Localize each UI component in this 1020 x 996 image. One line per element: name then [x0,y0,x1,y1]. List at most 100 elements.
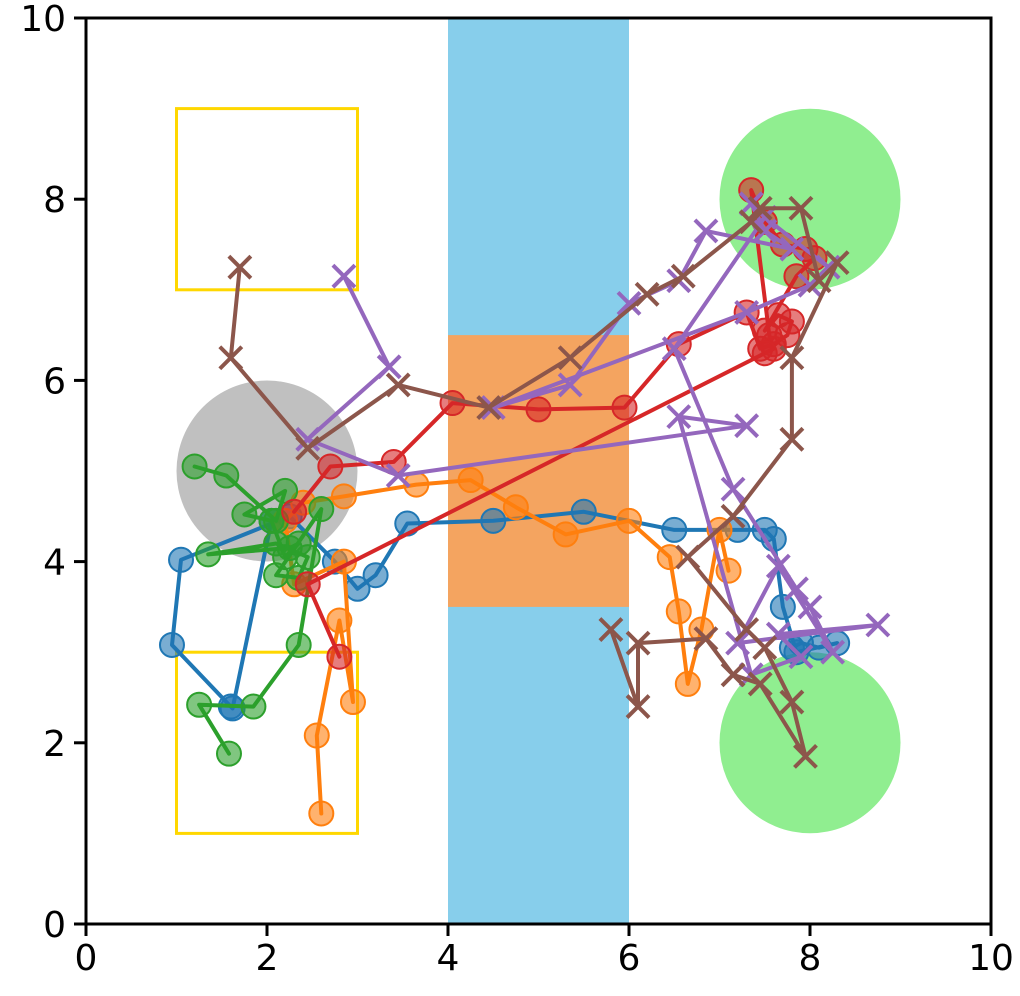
series-5-point-4 [476,395,502,420]
series-5-point-5 [557,345,583,371]
series-0-point-17 [168,546,195,573]
series-5-point-20 [793,743,818,769]
series-layer [158,177,891,827]
y-tick-label-1: 2 [43,724,66,765]
tick-layer: 0 2 4 6 8 10 0 2 4 6 8 10 [20,0,1014,979]
series-3-point-4 [525,396,552,423]
series-3-point-14 [783,263,810,290]
series-3-point-1 [317,453,344,480]
series-2-point-18 [215,740,242,767]
series-2 [181,453,335,767]
series-2-point-5 [258,507,285,534]
plot-frame [84,16,993,926]
series-4-point-5 [616,290,642,316]
series-1-point-5 [656,544,683,571]
series-5-point-13 [779,345,805,371]
series-4-point-14 [784,576,809,602]
series-5-point-16 [675,544,701,570]
series-0-point-11 [480,507,507,534]
series-3-point-24 [326,643,353,670]
series-4-point-28 [331,263,357,289]
series-4-point-12 [661,336,687,362]
series-3-point-23 [294,571,321,598]
series-5-point-25 [625,694,651,719]
series-5-point-15 [720,503,746,529]
series-5-point-3 [385,372,411,398]
series-2-point-4 [231,501,258,528]
series-3-point-5 [611,394,638,421]
x-tick-label-3: 6 [618,938,641,979]
series-2-point-13 [263,562,290,589]
x-tick-label-1: 2 [256,938,279,979]
series-1-point-3 [674,670,701,697]
series-4-point-15 [797,594,823,620]
series-5 [218,195,850,769]
series-5-point-8 [738,209,764,235]
series-4-point-21 [788,644,814,670]
y-tick-label-5: 10 [20,0,66,40]
series-1-point-7 [552,521,579,548]
region-circle-6 [719,652,901,834]
series-4-point-25 [385,463,411,488]
series-1-point-19 [308,800,335,827]
series-4-point-19 [865,612,891,638]
series-5-point-21 [747,671,773,697]
series-2-point-15 [285,631,312,658]
series-1-point-6 [616,507,642,534]
series-5-point-23 [693,626,719,652]
series-5-point-18 [752,635,778,661]
series-5-point-26 [598,617,624,642]
series-5-point-9 [747,195,773,221]
series-1-point-8 [502,494,529,521]
series-5-point-14 [779,426,805,452]
series-5-point-19 [779,689,805,715]
series-4-point-16 [820,639,846,665]
series-4-point-8 [734,300,760,325]
series-1-point-9 [457,467,484,494]
y-tick-label-2: 4 [43,543,66,584]
series-4-point-6 [557,372,583,398]
series-0-point-9 [661,516,688,543]
series-1-point-11 [330,483,357,510]
series-2-point-14 [308,496,335,523]
series-2-point-9 [195,541,222,568]
series-0-point-5 [769,593,796,620]
series-5-point-12 [824,250,850,276]
x-tick-label-5: 10 [968,938,1014,979]
series-0-point-13 [362,562,389,589]
y-tick-label-4: 8 [43,180,66,221]
series-3-point-0 [281,498,308,525]
series-4-point-3 [693,218,719,244]
series-4-point-2 [779,236,805,262]
series-1-point-17 [326,607,353,634]
series-1 [272,467,742,827]
series-5-point-6 [634,281,660,307]
series-5-point-1 [218,345,244,371]
series-4-point-26 [295,426,321,452]
series-4-point-18 [725,630,751,656]
outlined-box-3 [175,650,359,835]
series-4-point-27 [376,354,402,380]
series-1-point-16 [339,689,366,716]
series-1-point-4 [665,598,692,625]
series-2-point-16 [240,693,267,720]
series-0-point-10 [570,498,597,525]
series-5-point-7 [670,263,696,289]
series-4-point-13 [720,476,746,502]
series-1-point-18 [303,722,330,749]
series-2-point-0 [181,453,208,480]
series-2-point-10 [263,530,290,557]
series-0-point-18 [158,631,185,658]
series-5-point-10 [788,195,814,221]
series-4-point-24 [734,413,760,439]
series-3-point-22 [751,340,778,367]
x-tick-label-2: 4 [437,938,460,979]
series-4-point-17 [765,553,791,579]
y-tick-label-3: 6 [43,361,66,402]
series-2-point-17 [186,691,213,718]
series-5-point-24 [625,630,651,656]
series-5-point-22 [720,662,746,688]
series-5-point-2 [295,435,321,461]
outlined-box-2 [175,107,359,292]
